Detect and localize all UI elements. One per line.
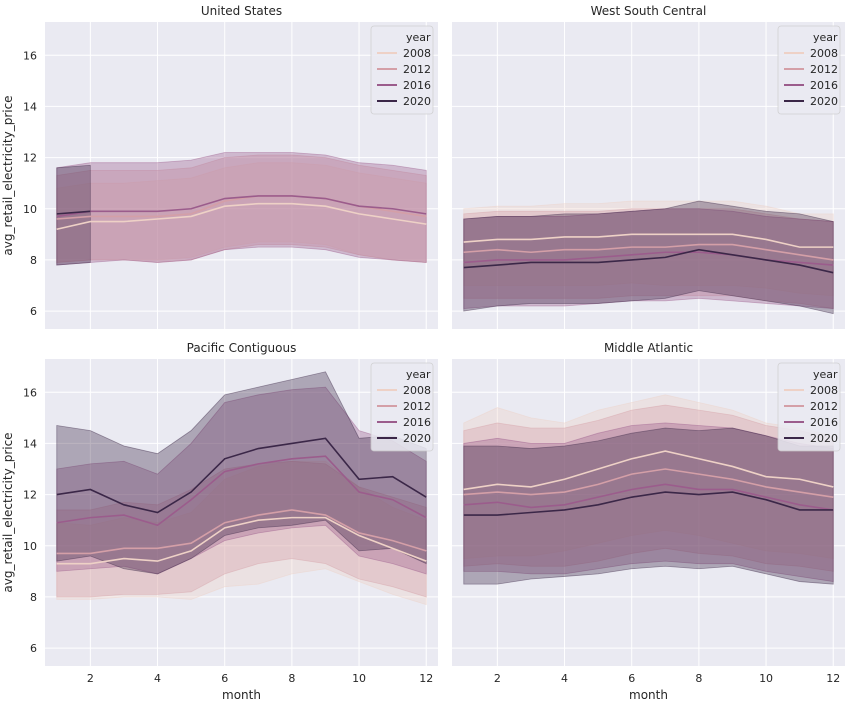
legend-title: year xyxy=(406,368,431,381)
y-tick-label: 16 xyxy=(23,386,37,399)
series-line-2016 xyxy=(56,195,427,218)
y-tick-label: 8 xyxy=(30,591,37,604)
y-tick-label: 6 xyxy=(30,305,37,318)
band-2012 xyxy=(56,154,427,263)
series-line-2008 xyxy=(463,233,834,248)
x-tick-label: 12 xyxy=(826,672,840,685)
x-axis-label: month xyxy=(629,688,668,702)
y-tick-label: 8 xyxy=(30,254,37,267)
series-line-2020 xyxy=(56,210,91,215)
y-tick-label: 6 xyxy=(30,642,37,655)
band-2016 xyxy=(56,152,427,266)
panel-title: United States xyxy=(201,4,282,18)
legend-label-2020: 2020 xyxy=(810,95,838,108)
series-line-2012 xyxy=(463,243,834,261)
y-tick-label: 10 xyxy=(23,540,37,553)
x-tick-label: 8 xyxy=(288,672,295,685)
series-line-2012 xyxy=(463,468,834,498)
y-tick-label: 12 xyxy=(23,152,37,165)
legend: year 2008 2012 2016 2020 xyxy=(370,362,434,452)
legend-title: year xyxy=(813,368,838,381)
x-tick-label: 8 xyxy=(695,672,702,685)
legend-label-2016: 2016 xyxy=(810,79,838,92)
legend-label-2008: 2008 xyxy=(403,384,431,397)
band-2008 xyxy=(463,200,834,297)
legend-title: year xyxy=(813,31,838,44)
legend: year 2008 2012 2016 2020 xyxy=(370,25,434,115)
legend-label-2016: 2016 xyxy=(403,79,431,92)
band-2008 xyxy=(56,460,427,606)
x-tick-label: 4 xyxy=(154,672,161,685)
x-tick-label: 12 xyxy=(419,672,433,685)
legend-label-2008: 2008 xyxy=(810,47,838,60)
legend-frame xyxy=(370,25,434,115)
legend-label-2012: 2012 xyxy=(810,400,838,413)
y-tick-label: 10 xyxy=(23,203,37,216)
panel-title: Middle Atlantic xyxy=(604,341,693,355)
band-2012 xyxy=(56,460,427,598)
legend-frame xyxy=(370,362,434,452)
x-axis-label: month xyxy=(222,688,261,702)
x-tick-label: 2 xyxy=(494,672,501,685)
y-axis-label: avg_retail_electricity_price xyxy=(1,95,15,255)
band-2016 xyxy=(56,386,427,575)
series-line-2016 xyxy=(56,455,427,527)
band-2020 xyxy=(463,200,834,315)
series-line-2020 xyxy=(56,437,427,514)
x-tick-label: 6 xyxy=(628,672,635,685)
series-line-2020 xyxy=(463,491,834,516)
legend-label-2008: 2008 xyxy=(810,384,838,397)
band-2020 xyxy=(463,427,834,585)
legend-frame xyxy=(777,362,841,452)
legend-label-2016: 2016 xyxy=(403,416,431,429)
y-tick-label: 16 xyxy=(23,49,37,62)
facet-panel-2: Pacific Contiguous 6 8 10 12 14 16 avg_retail_e… xyxy=(1,341,438,702)
y-tick-label: 14 xyxy=(23,437,37,450)
legend-label-2008: 2008 xyxy=(403,47,431,60)
y-axis-label: avg_retail_electricity_price xyxy=(1,432,15,592)
x-tick-label: 2 xyxy=(87,672,94,685)
x-tick-label: 6 xyxy=(221,672,228,685)
x-tick-label: 10 xyxy=(352,672,366,685)
legend: year 2008 2012 2016 2020 xyxy=(777,362,841,452)
band-2008 xyxy=(56,162,427,263)
legend-label-2012: 2012 xyxy=(403,400,431,413)
facet-panel-1: West South Central year 2008 2012 2016 2020 xyxy=(452,4,845,329)
legend-label-2016: 2016 xyxy=(810,416,838,429)
panel-title: West South Central xyxy=(591,4,707,18)
band-2020 xyxy=(56,164,91,266)
legend: year 2008 2012 2016 2020 xyxy=(777,25,841,115)
legend-label-2012: 2012 xyxy=(403,63,431,76)
facet-panel-3: Middle Atlantic 2 4 6 8 10 12 month year 2008 2012… xyxy=(452,341,845,702)
legend-label-2020: 2020 xyxy=(810,432,838,445)
x-tick-label: 10 xyxy=(759,672,773,685)
series-line-2008 xyxy=(463,450,834,491)
band-2012 xyxy=(463,404,834,572)
band-2008 xyxy=(463,394,834,560)
x-tick-label: 4 xyxy=(561,672,568,685)
facet-panel-0: United States 6 8 10 12 14 16 avg_retail_electr… xyxy=(1,4,438,329)
series-line-2008 xyxy=(56,202,427,231)
legend-label-2020: 2020 xyxy=(403,432,431,445)
band-2016 xyxy=(463,422,834,583)
series-line-2012 xyxy=(56,509,427,555)
series-line-2020 xyxy=(463,248,834,274)
y-tick-label: 14 xyxy=(23,100,37,113)
y-tick-label: 12 xyxy=(23,489,37,502)
series-line-2008 xyxy=(56,516,427,565)
panel-title: Pacific Contiguous xyxy=(187,341,297,355)
legend-title: year xyxy=(406,31,431,44)
legend-label-2012: 2012 xyxy=(810,63,838,76)
series-line-2016 xyxy=(463,483,834,511)
legend-frame xyxy=(777,25,841,115)
legend-label-2020: 2020 xyxy=(403,95,431,108)
